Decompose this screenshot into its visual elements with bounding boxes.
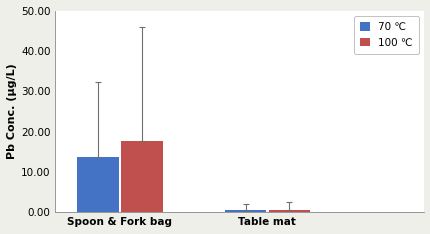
Y-axis label: Pb Conc. (μg/L): Pb Conc. (μg/L): [7, 64, 17, 159]
Bar: [268, 210, 309, 212]
Bar: [224, 210, 266, 212]
Legend: 70 ℃, 100 ℃: 70 ℃, 100 ℃: [353, 16, 418, 54]
Bar: [77, 157, 119, 212]
Bar: [121, 141, 162, 212]
